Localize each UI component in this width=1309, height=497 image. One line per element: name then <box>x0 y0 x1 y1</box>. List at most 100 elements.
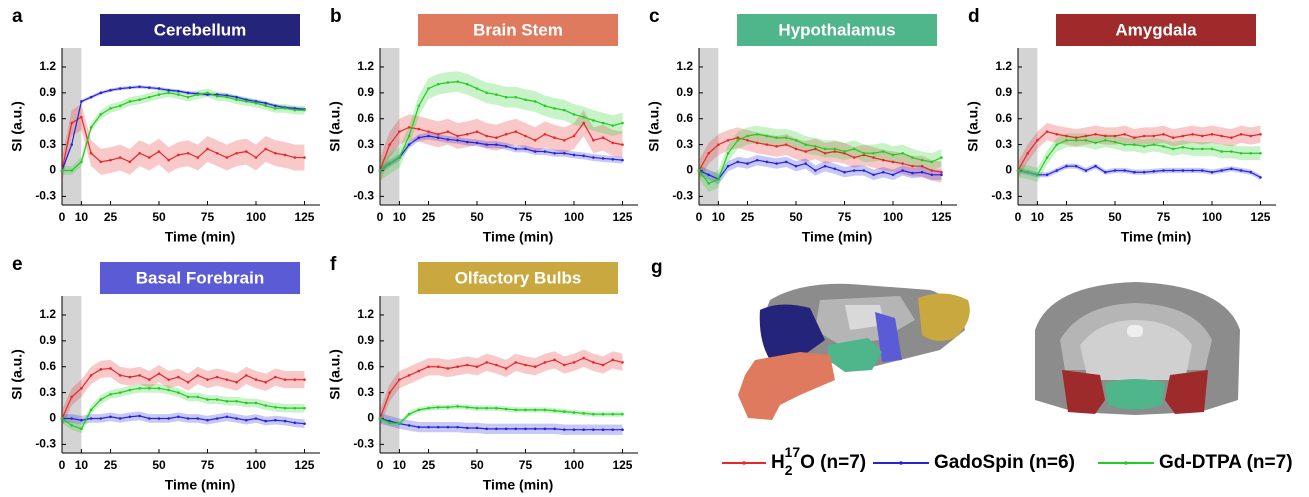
data-point <box>436 132 440 136</box>
data-point <box>196 374 200 377</box>
data-point <box>60 169 64 172</box>
amygdala-region <box>1165 370 1208 414</box>
y-tick-label: 0.6 <box>357 359 374 373</box>
data-point <box>1113 134 1117 138</box>
data-point <box>157 372 161 375</box>
y-tick-label: 0.9 <box>676 85 693 99</box>
data-point <box>1113 140 1117 144</box>
data-point <box>206 378 209 381</box>
data-point <box>1084 169 1088 172</box>
data-point <box>225 156 229 159</box>
data-point <box>553 107 556 110</box>
data-point <box>303 378 306 381</box>
data-point <box>128 160 132 164</box>
x-tick-label: 125 <box>294 458 314 472</box>
data-point <box>1191 147 1194 151</box>
data-point <box>553 151 556 155</box>
data-point <box>138 85 141 89</box>
data-point <box>398 422 401 425</box>
data-point <box>514 408 518 412</box>
x-tick-label: 75 <box>201 458 215 472</box>
legend-text: Gd-DTPA (n=7) <box>1159 452 1293 473</box>
data-point <box>697 169 701 172</box>
data-point <box>514 427 518 431</box>
error-band <box>699 127 942 183</box>
data-point <box>378 169 382 172</box>
data-point <box>1016 169 1020 172</box>
x-axis-label: Time (min) <box>1121 229 1192 245</box>
data-point <box>235 98 238 102</box>
data-point <box>99 91 103 95</box>
data-point <box>1142 145 1146 148</box>
data-point <box>562 428 566 432</box>
data-point <box>407 374 411 377</box>
y-axis-label: SI (a.u.) <box>646 101 662 152</box>
data-point <box>196 156 200 159</box>
injection-shade <box>62 296 82 453</box>
data-point <box>1220 134 1223 138</box>
data-point <box>70 143 73 146</box>
data-point <box>1055 143 1059 146</box>
data-point <box>157 150 161 153</box>
data-point <box>436 82 440 86</box>
data-point <box>775 136 778 140</box>
data-point <box>1103 134 1107 138</box>
x-tick-label: 75 <box>201 210 215 224</box>
x-tick-label: 0 <box>1015 210 1022 224</box>
legend-marker <box>1124 461 1128 465</box>
data-point <box>533 150 537 153</box>
data-point <box>930 173 934 177</box>
coronal-brain <box>1035 282 1240 415</box>
y-tick-label: 1.2 <box>39 307 56 321</box>
data-point <box>930 169 934 172</box>
data-point <box>823 164 827 168</box>
data-point <box>244 150 248 153</box>
data-point <box>823 147 827 151</box>
data-point <box>446 81 450 84</box>
panel-letter: d <box>968 6 980 27</box>
data-point <box>147 95 151 99</box>
series-line <box>379 135 623 171</box>
data-point <box>177 391 180 394</box>
data-point <box>456 405 459 408</box>
data-point <box>206 398 209 401</box>
x-tick-label: 100 <box>564 210 584 224</box>
data-point <box>177 89 180 93</box>
data-point <box>89 126 93 129</box>
error-band <box>380 349 623 428</box>
data-point <box>726 164 730 168</box>
data-point <box>1210 132 1214 136</box>
y-tick-label: 1.2 <box>39 59 56 73</box>
data-point <box>572 361 576 364</box>
chart: -0.300.30.60.91.20 10 25 50 75 100 125Hypothal… <box>646 6 957 245</box>
injection-shade <box>1018 48 1038 205</box>
data-point <box>543 132 547 136</box>
data-point <box>147 86 151 89</box>
data-point <box>475 406 479 410</box>
data-point <box>1162 169 1165 172</box>
data-point <box>592 156 595 159</box>
injection-shade <box>380 296 400 453</box>
data-point <box>1249 134 1253 138</box>
brain-region <box>845 305 885 330</box>
data-point <box>398 130 401 133</box>
data-point <box>456 365 459 369</box>
data-point <box>475 141 479 145</box>
data-point <box>746 134 749 138</box>
x-tick-label: 25 <box>422 458 436 472</box>
data-point <box>138 387 141 390</box>
y-tick-label: 0.9 <box>995 85 1012 99</box>
data-point <box>138 374 141 377</box>
data-point <box>398 156 401 159</box>
data-point <box>157 387 161 390</box>
y-tick-label: 0.3 <box>357 385 374 399</box>
data-point <box>1200 147 1204 151</box>
data-point <box>206 418 209 422</box>
series-line <box>379 81 623 171</box>
data-point <box>99 160 103 164</box>
data-point <box>186 417 190 420</box>
data-point <box>446 138 450 141</box>
data-point <box>1045 173 1049 177</box>
data-point <box>862 169 866 172</box>
